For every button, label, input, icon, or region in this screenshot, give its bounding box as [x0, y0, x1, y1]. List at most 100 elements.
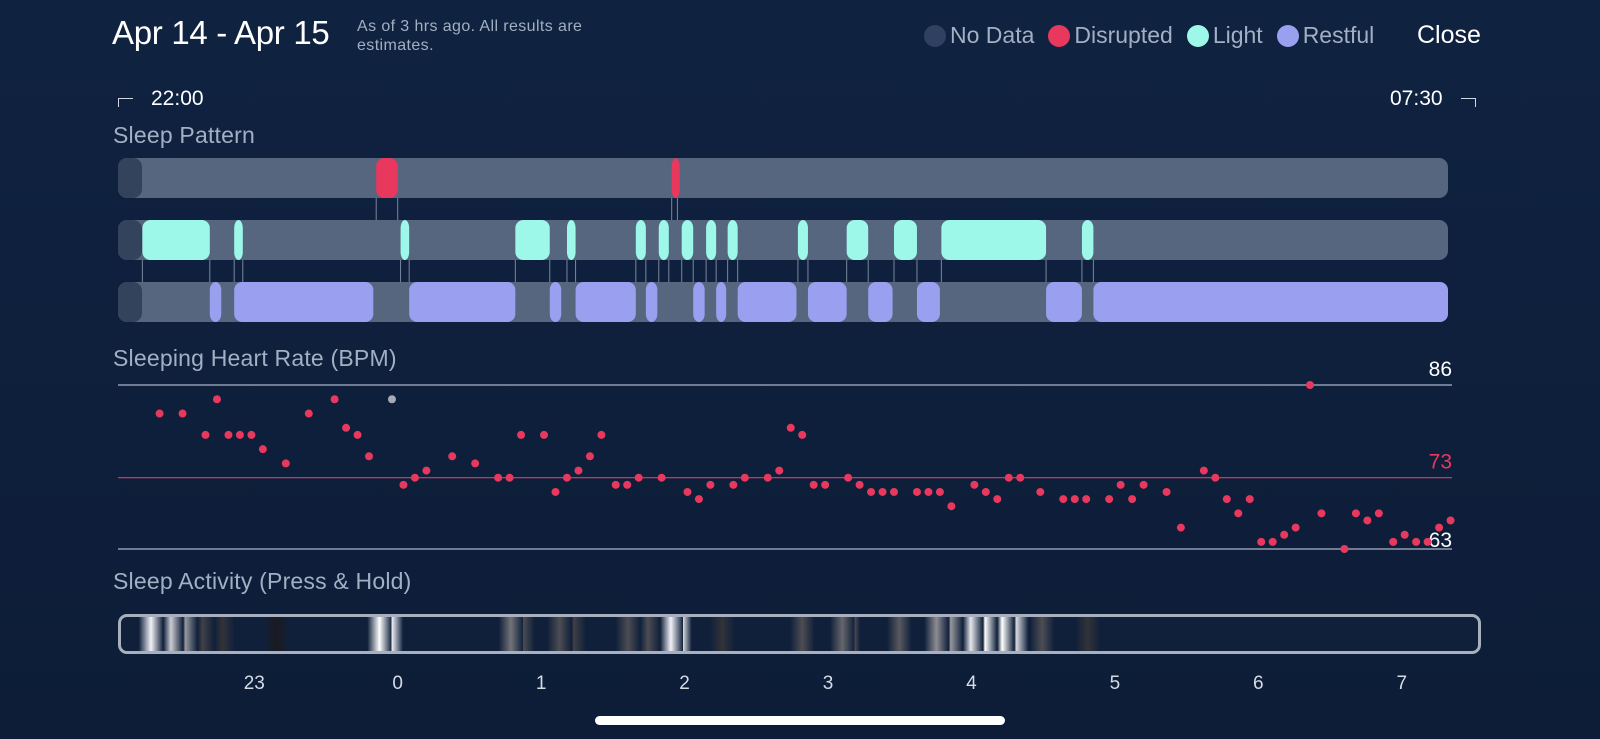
- heart-rate-point: [657, 473, 666, 482]
- heart-rate-point: [634, 473, 643, 482]
- light-segment: [566, 220, 576, 260]
- heart-rate-point: [809, 480, 818, 489]
- heart-rate-point: [1435, 523, 1444, 532]
- heart-rate-point: [448, 452, 457, 461]
- heart-rate-point: [1374, 509, 1383, 518]
- restful-segment: [1093, 282, 1448, 322]
- hour-label: 23: [243, 673, 265, 694]
- heart-rate-point: [1082, 495, 1091, 504]
- track-disrupted: [118, 158, 1448, 198]
- restful-segment: [1046, 282, 1082, 322]
- heart-rate-point: [1305, 381, 1314, 389]
- legend-label-disrupted: Disrupted: [1074, 22, 1173, 48]
- hour-label: 4: [966, 673, 977, 694]
- light-segment: [234, 220, 243, 260]
- heart-rate-point: [1211, 473, 1220, 482]
- heart-rate-point: [924, 487, 933, 496]
- restful-segment: [645, 282, 658, 322]
- no-data-restful: [118, 282, 142, 322]
- heart-rate-point: [1128, 495, 1137, 504]
- heart-rate-point: [330, 395, 339, 404]
- heart-rate-point: [623, 480, 632, 489]
- heart-rate-point: [540, 430, 549, 439]
- range-start-label: 22:00: [151, 87, 204, 110]
- restful-segment: [693, 282, 705, 322]
- heart-rate-point: [201, 430, 210, 439]
- heart-rate-point: [1070, 495, 1079, 504]
- restful-segment: [549, 282, 562, 322]
- heart-rate-point: [1423, 537, 1432, 546]
- heart-rate-point: [1280, 530, 1289, 539]
- heart-rate-point: [1176, 523, 1185, 532]
- heart-rate-point: [935, 487, 944, 496]
- disrupted-segment: [671, 158, 680, 198]
- home-indicator[interactable]: [595, 716, 1005, 725]
- restful-segment: [868, 282, 893, 322]
- heart-rate-point: [399, 480, 408, 489]
- page-title: Apr 14 - Apr 15: [112, 14, 330, 51]
- heart-rate-point: [1245, 495, 1254, 504]
- no-data-disrupted: [118, 158, 142, 198]
- track-light: [118, 220, 1448, 260]
- light-segment: [941, 220, 1047, 260]
- heart-rate-point: [585, 452, 594, 461]
- heart-rate-point: [597, 430, 606, 439]
- restful-swatch: [1276, 24, 1299, 47]
- heart-rate-point: [683, 487, 692, 496]
- restful-segment: [737, 282, 797, 322]
- heart-rate-point: [471, 459, 480, 468]
- sleep-activity-label: Sleep Activity (Press & Hold): [113, 568, 412, 594]
- legend-restful: Restful: [1276, 22, 1375, 49]
- average-value-label: 73: [1429, 451, 1452, 474]
- light-segment: [797, 220, 808, 260]
- heart-rate-point: [1340, 545, 1349, 553]
- close-button[interactable]: Close: [1417, 21, 1481, 49]
- no-data-swatch: [924, 24, 946, 47]
- heart-rate-point: [993, 495, 1002, 504]
- legend: No Data Disrupted Light Restful: [924, 22, 1388, 49]
- sleep-activity-bar[interactable]: [118, 614, 1481, 654]
- heart-rate-point: [562, 473, 571, 482]
- heart-rate-point: [855, 480, 864, 489]
- restful-segment: [716, 282, 727, 322]
- hour-label: 7: [1396, 673, 1408, 694]
- no-data-light: [118, 220, 142, 260]
- light-segment: [894, 220, 917, 260]
- hour-label: 5: [1109, 673, 1121, 694]
- restful-segment: [409, 282, 516, 322]
- heart-rate-point: [342, 423, 351, 432]
- heart-rate-point: [1412, 537, 1421, 546]
- legend-disrupted: Disrupted: [1048, 22, 1173, 49]
- heart-rate-point: [281, 459, 290, 468]
- heart-rate-point: [551, 487, 560, 496]
- heart-rate-point: [740, 473, 749, 482]
- light-segment: [1081, 220, 1094, 260]
- hour-label: 3: [822, 673, 834, 694]
- heart-rate-point: [410, 473, 419, 482]
- heart-rate-point: [763, 473, 772, 482]
- legend-label-restful: Restful: [1302, 22, 1375, 48]
- heart-rate-point: [729, 480, 738, 489]
- max-value-label: 86: [1429, 358, 1452, 381]
- restful-segment: [575, 282, 636, 322]
- heart-rate-point: [786, 423, 795, 432]
- heart-rate-point: [1400, 530, 1409, 539]
- heart-rate-point: [798, 430, 807, 439]
- heart-rate-point: [970, 480, 979, 489]
- heart-rate-point: [1059, 495, 1068, 504]
- hour-label: 2: [679, 673, 690, 694]
- start-bracket-icon: [118, 97, 133, 107]
- disrupted-segment: [376, 158, 398, 198]
- heart-rate-point: [844, 473, 853, 482]
- disrupted-swatch: [1048, 24, 1071, 47]
- legend-label-light: Light: [1212, 22, 1263, 48]
- heart-rate-point: [1162, 487, 1171, 496]
- legend-light: Light: [1186, 22, 1263, 49]
- light-segment: [515, 220, 550, 260]
- end-bracket-icon: [1460, 97, 1476, 107]
- light-segment: [846, 220, 869, 260]
- heart-rate-point: [867, 487, 876, 496]
- heart-rate-point: [1016, 473, 1025, 482]
- heart-rate-point: [1389, 537, 1398, 546]
- legend-label-no-data: No Data: [950, 22, 1035, 48]
